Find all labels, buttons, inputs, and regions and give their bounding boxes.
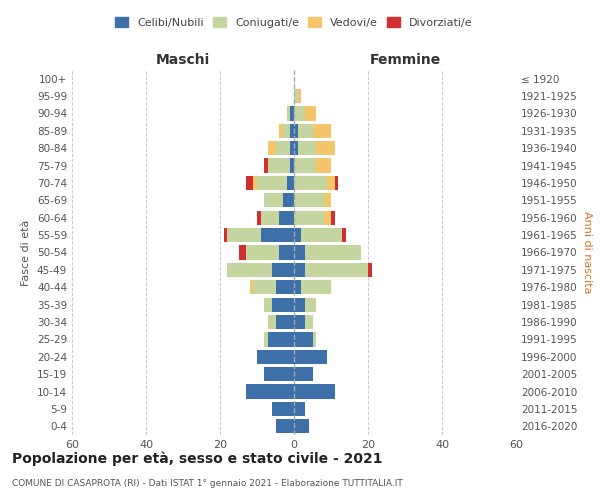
Bar xyxy=(260,210,279,225)
Bar xyxy=(290,106,294,120)
Bar xyxy=(290,158,294,172)
Bar xyxy=(294,141,298,156)
Bar xyxy=(335,176,338,190)
Bar xyxy=(275,419,294,434)
Bar xyxy=(294,350,328,364)
Bar xyxy=(287,176,294,190)
Text: COMUNE DI CASAPROTA (RI) - Dati ISTAT 1° gennaio 2021 - Elaborazione TUTTITALIA.: COMUNE DI CASAPROTA (RI) - Dati ISTAT 1°… xyxy=(12,479,403,488)
Bar xyxy=(294,210,323,225)
Bar xyxy=(294,280,301,294)
Bar xyxy=(279,124,283,138)
Bar xyxy=(268,332,294,346)
Bar xyxy=(265,367,294,382)
Bar xyxy=(265,193,283,208)
Bar xyxy=(294,402,305,416)
Bar xyxy=(272,402,294,416)
Bar xyxy=(323,193,331,208)
Bar xyxy=(275,141,290,156)
Bar xyxy=(294,298,305,312)
Bar xyxy=(316,158,331,172)
Bar xyxy=(294,158,316,172)
Bar xyxy=(268,141,275,156)
Bar xyxy=(268,315,275,329)
Bar xyxy=(294,228,301,242)
Bar xyxy=(368,263,372,277)
Bar xyxy=(342,228,346,242)
Bar xyxy=(283,193,294,208)
Bar xyxy=(294,367,313,382)
Legend: Celibi/Nubili, Coniugati/e, Vedovi/e, Divorziati/e: Celibi/Nubili, Coniugati/e, Vedovi/e, Di… xyxy=(112,14,476,31)
Bar xyxy=(305,298,316,312)
Bar xyxy=(305,246,361,260)
Bar xyxy=(294,176,328,190)
Bar xyxy=(227,263,272,277)
Bar xyxy=(294,419,309,434)
Bar xyxy=(272,263,294,277)
Bar xyxy=(275,315,294,329)
Text: Popolazione per età, sesso e stato civile - 2021: Popolazione per età, sesso e stato civil… xyxy=(12,451,383,466)
Bar xyxy=(246,384,294,398)
Bar xyxy=(253,176,257,190)
Bar xyxy=(294,332,313,346)
Y-axis label: Fasce di età: Fasce di età xyxy=(22,220,31,286)
Bar xyxy=(331,210,335,225)
Bar xyxy=(290,141,294,156)
Bar xyxy=(265,158,268,172)
Bar xyxy=(257,350,294,364)
Bar xyxy=(279,210,294,225)
Bar xyxy=(224,228,227,242)
Bar xyxy=(260,228,294,242)
Y-axis label: Anni di nascita: Anni di nascita xyxy=(581,211,592,294)
Bar xyxy=(246,246,279,260)
Bar xyxy=(294,89,298,103)
Bar xyxy=(227,228,260,242)
Bar xyxy=(305,106,316,120)
Bar xyxy=(298,141,316,156)
Bar xyxy=(316,141,335,156)
Bar xyxy=(250,280,253,294)
Text: Femmine: Femmine xyxy=(370,52,440,66)
Bar xyxy=(294,106,305,120)
Bar xyxy=(275,280,294,294)
Bar xyxy=(301,228,342,242)
Bar xyxy=(298,124,313,138)
Bar xyxy=(294,193,323,208)
Bar xyxy=(328,176,335,190)
Bar xyxy=(305,263,368,277)
Bar xyxy=(298,89,301,103)
Bar xyxy=(294,263,305,277)
Bar xyxy=(294,315,305,329)
Text: Maschi: Maschi xyxy=(156,52,210,66)
Bar xyxy=(301,280,331,294)
Bar xyxy=(313,332,316,346)
Bar xyxy=(294,246,305,260)
Bar xyxy=(265,298,272,312)
Bar xyxy=(283,124,290,138)
Bar xyxy=(294,124,298,138)
Bar xyxy=(294,384,335,398)
Bar xyxy=(239,246,246,260)
Bar xyxy=(313,124,331,138)
Bar xyxy=(265,332,268,346)
Bar xyxy=(287,106,290,120)
Bar xyxy=(257,210,260,225)
Bar xyxy=(253,280,275,294)
Bar xyxy=(279,246,294,260)
Bar xyxy=(246,176,253,190)
Bar xyxy=(272,298,294,312)
Bar xyxy=(305,315,313,329)
Bar xyxy=(290,124,294,138)
Bar xyxy=(257,176,287,190)
Bar xyxy=(268,158,290,172)
Bar xyxy=(323,210,331,225)
